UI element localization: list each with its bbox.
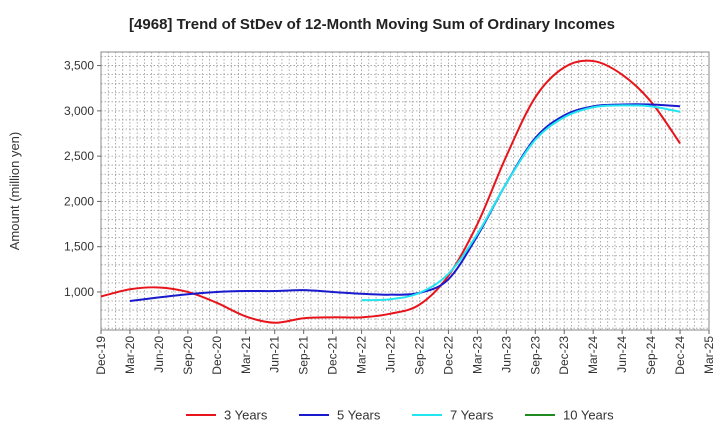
legend-label-10-years: 10 Years xyxy=(563,408,614,423)
x-tick-label: Mar-20 xyxy=(123,336,137,374)
chart-title: [4968] Trend of StDev of 12-Month Moving… xyxy=(129,16,615,33)
x-tick-label: Mar-25 xyxy=(702,336,716,374)
x-tick-label: Sep-22 xyxy=(412,336,426,375)
y-tick-label: 3,000 xyxy=(64,104,94,118)
y-tick-label: 1,500 xyxy=(64,240,94,254)
legend-label-7-years: 7 Years xyxy=(450,408,494,423)
x-tick-label: Dec-20 xyxy=(210,336,224,375)
x-tick-label: Mar-24 xyxy=(586,336,600,374)
y-tick-label: 3,500 xyxy=(64,59,94,73)
x-tick-label: Jun-20 xyxy=(152,336,166,373)
x-tick-label: Jun-23 xyxy=(499,336,513,373)
x-tick-label: Sep-20 xyxy=(181,336,195,375)
legend: 3 Years 5 Years 7 Years 10 Years xyxy=(186,408,614,423)
y-tick-label: 1,000 xyxy=(64,285,94,299)
x-tick-label: Dec-19 xyxy=(94,336,108,375)
x-tick-label: Jun-21 xyxy=(268,336,282,373)
x-tick-label: Dec-21 xyxy=(326,336,340,375)
x-tick-label: Jun-22 xyxy=(384,336,398,373)
y-tick-label: 2,500 xyxy=(64,149,94,163)
x-tick-label: Sep-23 xyxy=(528,336,542,375)
x-tick-label: Sep-24 xyxy=(644,336,658,375)
plot-frame xyxy=(100,51,710,331)
x-tick-label: Dec-24 xyxy=(673,336,687,375)
x-tick-label: Sep-21 xyxy=(297,336,311,375)
x-tick-label: Mar-23 xyxy=(470,336,484,374)
x-tick-label: Mar-21 xyxy=(239,336,253,374)
series-lines xyxy=(100,59,681,324)
x-tick-label: Mar-22 xyxy=(355,336,369,374)
x-tick-label: Dec-22 xyxy=(441,336,455,375)
series-line-3-years xyxy=(100,59,681,324)
x-tick-label: Jun-24 xyxy=(615,336,629,373)
series-line-7-years xyxy=(361,104,681,302)
x-tick-label: Dec-23 xyxy=(557,336,571,375)
grid xyxy=(101,52,709,330)
x-axis: Dec-19 Mar-20 Jun-20 Sep-20 Dec-20 Mar-21 Jun-… xyxy=(94,330,716,375)
y-axis-title: Amount (million yen) xyxy=(7,132,22,251)
y-tick-label: 2,000 xyxy=(64,194,94,208)
legend-label-5-years: 5 Years xyxy=(337,408,381,423)
legend-label-3-years: 3 Years xyxy=(224,408,268,423)
y-axis: 1,000 1,500 2,000 2,500 3,000 3,500 xyxy=(64,59,101,299)
